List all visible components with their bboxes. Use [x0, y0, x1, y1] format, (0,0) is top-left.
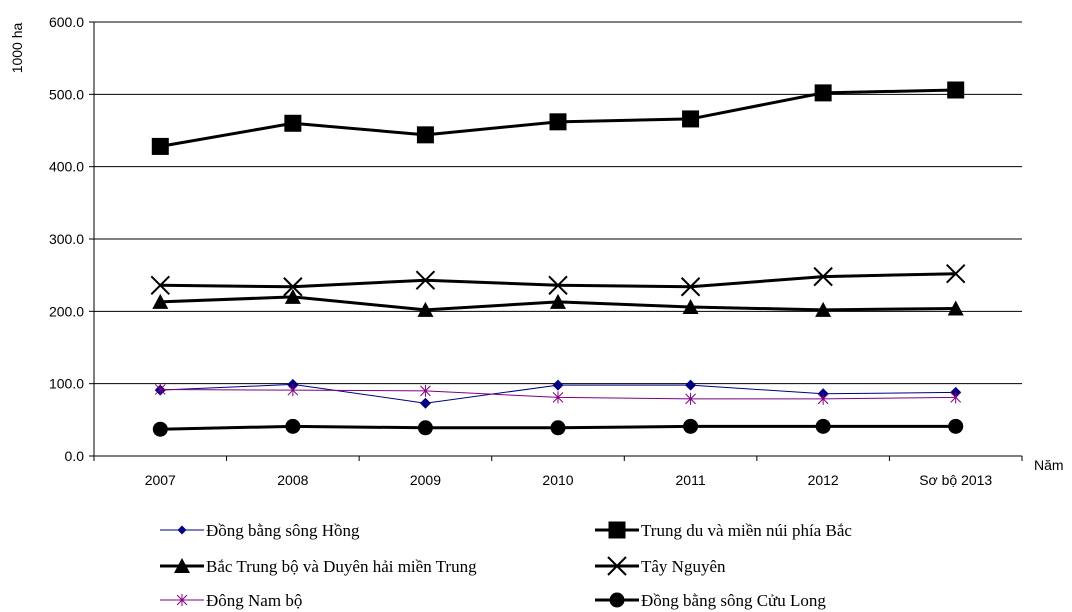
series-3	[150, 264, 966, 297]
data-point	[685, 392, 696, 405]
data-point	[817, 392, 829, 405]
data-point	[287, 384, 299, 397]
data-point	[947, 81, 965, 99]
data-point	[815, 301, 832, 317]
series-2	[152, 288, 964, 317]
legend-marker	[609, 592, 625, 608]
data-point	[552, 391, 564, 404]
y-tick-label: 300.0	[49, 231, 84, 247]
series-1	[151, 81, 965, 155]
data-point	[552, 379, 564, 391]
x-tick-label: 2012	[808, 472, 839, 488]
x-axis-title: Năm	[1034, 457, 1064, 473]
y-axis-title: 1000 ha	[9, 22, 25, 73]
y-tick-label: 0.0	[65, 448, 85, 464]
y-tick-label: 500.0	[49, 86, 84, 102]
data-point	[154, 383, 166, 396]
data-point	[548, 275, 568, 296]
x-tick-label: 2007	[145, 472, 176, 488]
data-point	[685, 379, 697, 391]
legend-marker	[174, 558, 190, 573]
x-tick-label: 2011	[676, 472, 706, 488]
x-tick-label: 2008	[277, 472, 308, 488]
data-point	[682, 298, 699, 314]
data-point	[682, 110, 700, 128]
legend-item: Bắc Trung bộ và Duyên hải miền Trung	[160, 557, 477, 576]
legend-marker	[607, 556, 627, 576]
data-point	[815, 418, 831, 434]
series-5	[152, 418, 964, 437]
data-point	[948, 418, 964, 434]
data-point	[415, 270, 436, 290]
data-point	[950, 391, 962, 404]
data-point	[284, 288, 301, 304]
legend: Đồng bằng sông Hồng Trung du và miền núi …	[160, 521, 852, 610]
legend-marker	[608, 521, 626, 539]
data-point	[680, 277, 701, 297]
x-tick-label: 2009	[410, 472, 441, 488]
legend-label: Đồng bằng sông Cửu Long	[641, 591, 826, 610]
legend-item: Đông Nam bộ	[160, 591, 302, 610]
data-point	[814, 84, 832, 102]
y-tick-label: 600.0	[49, 14, 84, 30]
series-4	[154, 383, 962, 405]
data-point	[550, 420, 566, 436]
data-point	[683, 418, 699, 434]
data-point	[419, 397, 431, 409]
data-point	[947, 300, 964, 316]
legend-item: Đồng bằng sông Hồng	[160, 521, 360, 540]
y-tick-labels: 0.0 100.0 200.0 300.0 400.0 500.0 600.0	[49, 14, 94, 464]
data-point	[946, 264, 966, 284]
data-point	[417, 301, 434, 317]
legend-item: Đồng bằng sông Cửu Long	[595, 591, 826, 610]
legend-marker	[177, 525, 187, 535]
data-point	[416, 126, 434, 144]
y-tick-label: 400.0	[49, 159, 84, 175]
legend-label: Đông Nam bộ	[206, 591, 302, 610]
data-point	[417, 420, 433, 436]
data-point	[420, 384, 431, 397]
data-point	[550, 293, 566, 309]
legend-marker	[176, 594, 188, 606]
data-point	[152, 293, 169, 309]
legend-label: Bắc Trung bộ và Duyên hải miền Trung	[206, 557, 477, 576]
data-point	[151, 137, 169, 155]
data-point	[813, 266, 833, 287]
x-tick-label: 2010	[542, 472, 573, 488]
data-point	[549, 113, 567, 131]
series-group	[150, 81, 966, 437]
legend-label: Đồng bằng sông Hồng	[206, 521, 360, 540]
legend-item: Tây Nguyên	[595, 556, 726, 576]
x-tick-labels: 2007 2008 2009 2010 2011 2012 Sơ bộ 2013	[93, 456, 1023, 488]
data-point	[283, 277, 303, 297]
y-tick-label: 200.0	[49, 303, 84, 319]
data-point	[285, 418, 301, 434]
legend-label: Trung du và miền núi phía Bắc	[641, 521, 852, 540]
data-point	[284, 114, 302, 132]
gridlines	[94, 21, 1022, 385]
data-point	[152, 421, 168, 437]
data-point	[150, 275, 170, 296]
y-tick-label: 100.0	[49, 376, 84, 392]
legend-item: Trung du và miền núi phía Bắc	[595, 521, 852, 540]
x-tick-label: Sơ bộ 2013	[919, 472, 992, 488]
legend-label: Tây Nguyên	[641, 557, 726, 576]
